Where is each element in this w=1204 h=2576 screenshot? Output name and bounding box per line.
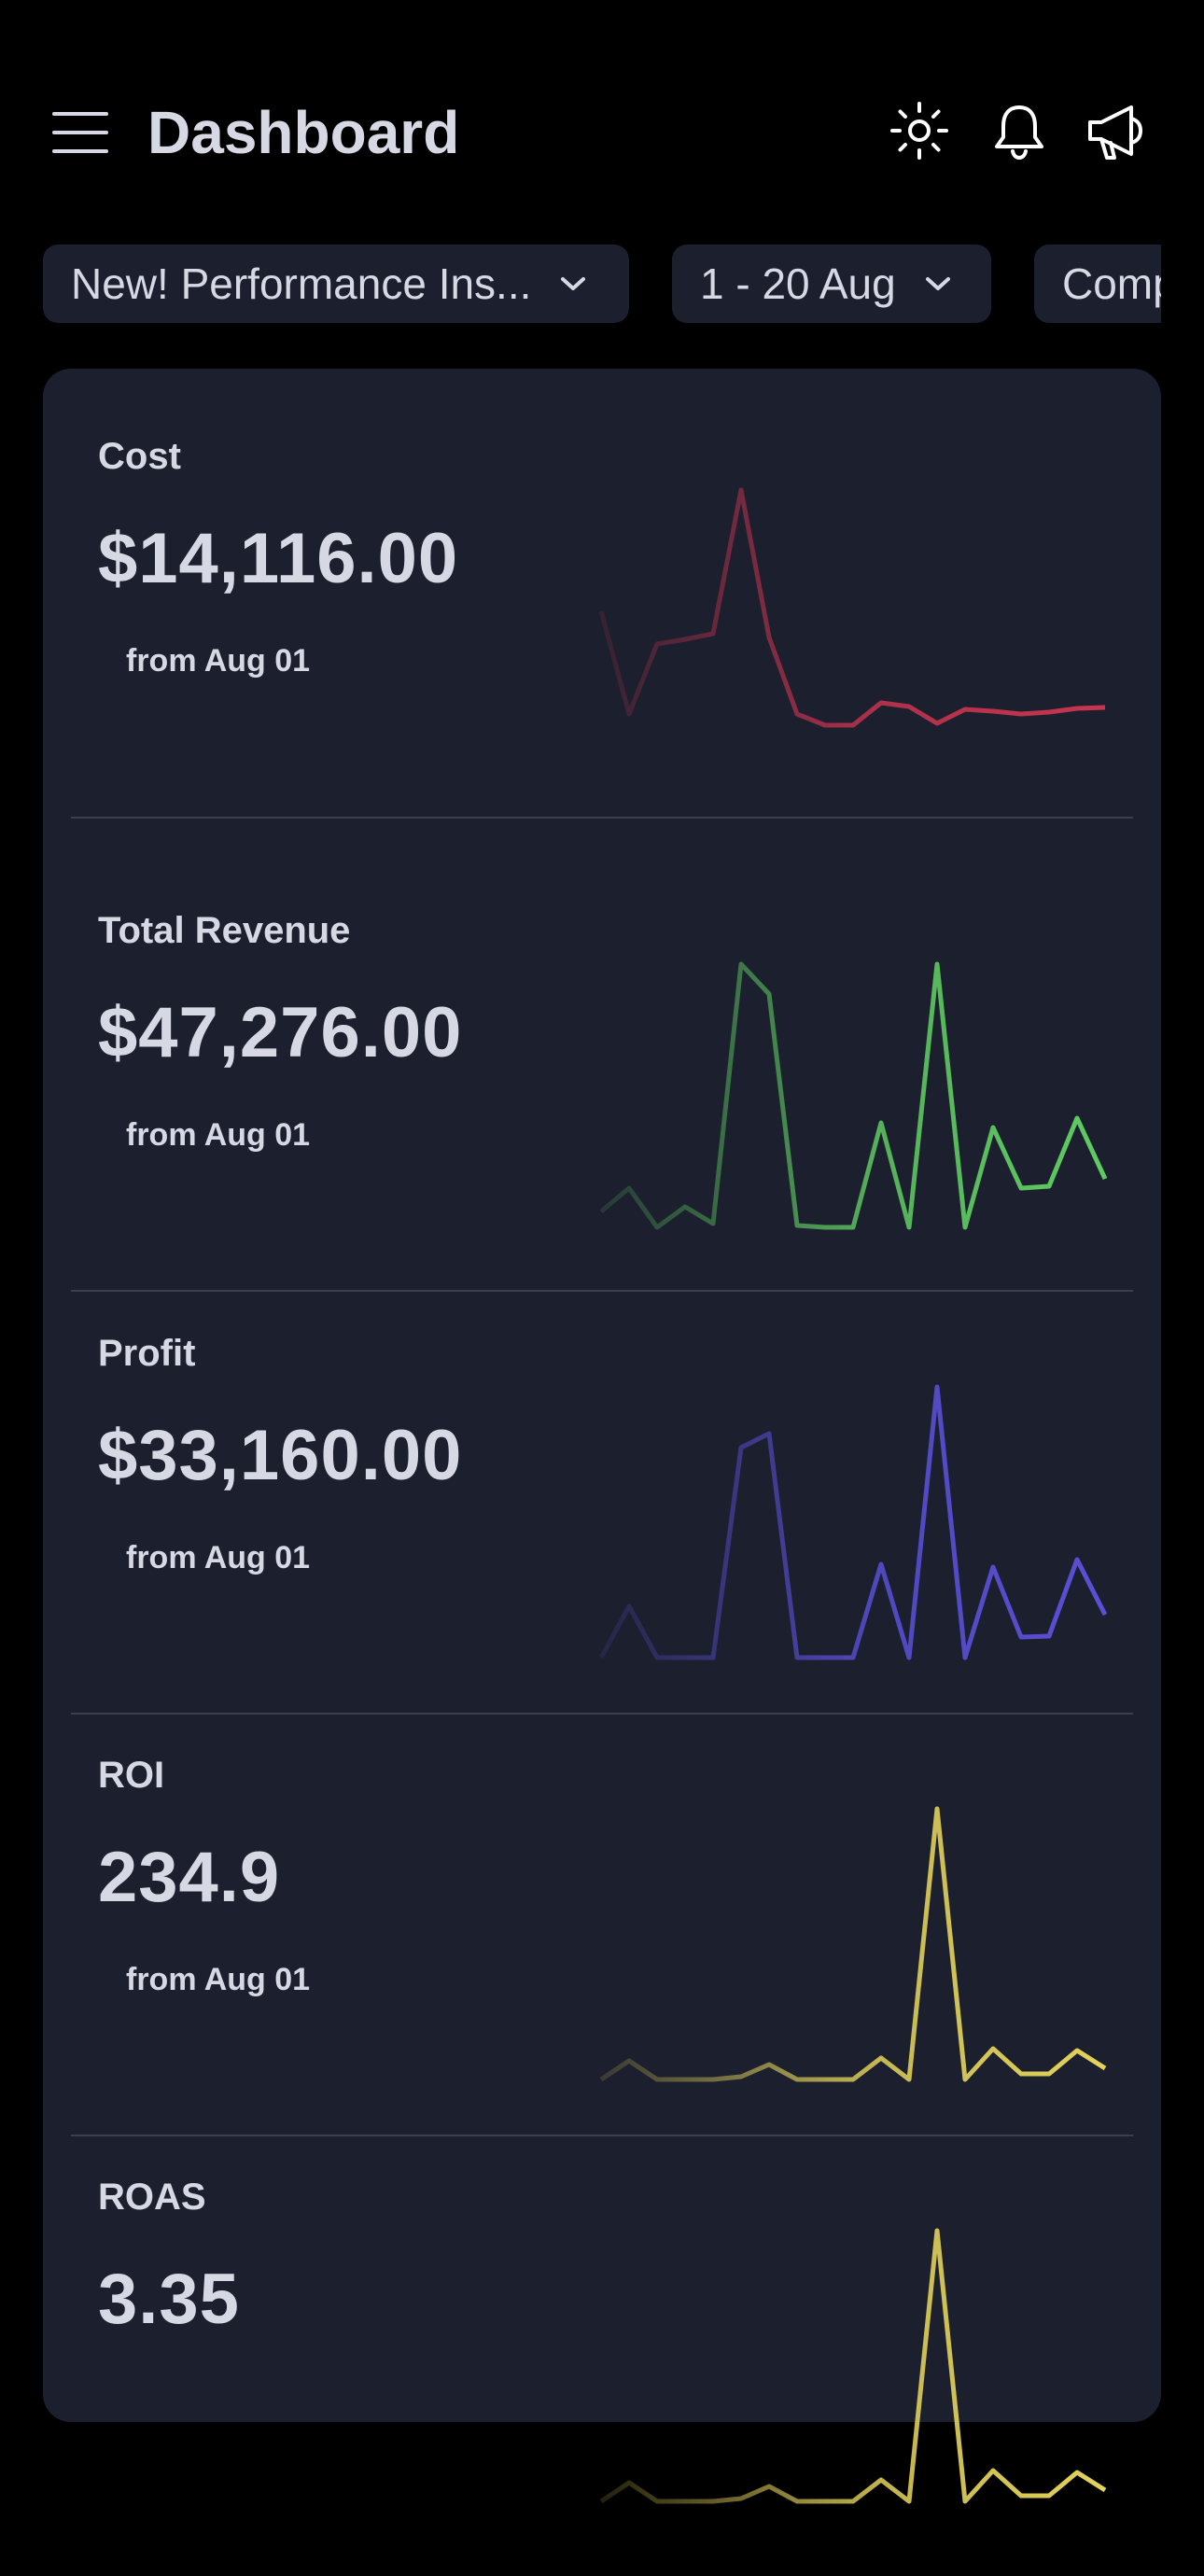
- divider: [71, 817, 1133, 819]
- sparkline-series: [598, 1384, 1108, 1660]
- metric-comparison: from Aug 01: [126, 643, 311, 679]
- metric-value: $47,276.00: [98, 993, 463, 1072]
- roi-sparkline: [599, 1806, 1107, 2082]
- app-header: Dashboard: [0, 0, 1204, 233]
- sparkline-series: [599, 1806, 1107, 2082]
- metric-label: Total Revenue: [98, 910, 351, 951]
- divider: [71, 1290, 1133, 1292]
- chevron-down-icon: [559, 274, 587, 293]
- bell-icon[interactable]: [987, 98, 1052, 163]
- filter-bar: New! Performance Ins... 1 - 20 Aug Comp: [43, 245, 1161, 323]
- metric-label: ROAS: [98, 2177, 206, 2218]
- megaphone-icon[interactable]: [1083, 98, 1148, 163]
- report-selector[interactable]: New! Performance Ins...: [43, 245, 629, 323]
- compare-label: Comp: [1062, 259, 1161, 308]
- sparkline-series: [599, 961, 1108, 1230]
- chevron-down-icon: [924, 274, 952, 293]
- divider: [71, 2135, 1133, 2136]
- metric-comparison: from Aug 01: [126, 1962, 311, 1997]
- metric-value: 234.9: [98, 1838, 281, 1917]
- metric-comparison: from Aug 01: [126, 1540, 311, 1575]
- sparkline-series: [599, 2228, 1107, 2504]
- metric-value: $33,160.00: [98, 1416, 463, 1495]
- compare-selector[interactable]: Comp: [1034, 245, 1161, 323]
- page-title: Dashboard: [147, 99, 460, 166]
- cost-sparkline: [598, 487, 1106, 728]
- metric-label: Profit: [98, 1333, 196, 1374]
- divider: [71, 1713, 1133, 1715]
- profit-sparkline: [598, 1384, 1108, 1660]
- report-selector-label: New! Performance Ins...: [71, 259, 532, 308]
- sun-icon[interactable]: [887, 98, 952, 163]
- menu-icon[interactable]: [52, 112, 108, 153]
- revenue-sparkline: [599, 961, 1108, 1230]
- metric-comparison: from Aug 01: [126, 1117, 311, 1153]
- date-range-selector[interactable]: 1 - 20 Aug: [672, 245, 991, 323]
- metric-value: 3.35: [98, 2260, 240, 2339]
- date-range-label: 1 - 20 Aug: [700, 259, 896, 308]
- metric-value: $14,116.00: [98, 519, 459, 598]
- metric-label: Cost: [98, 436, 181, 477]
- metrics-card: Cost $14,116.00 from Aug 01 Total Revenu…: [43, 369, 1161, 2504]
- roas-sparkline: [599, 2228, 1107, 2504]
- sparkline-series: [598, 487, 1106, 728]
- metric-label: ROI: [98, 1755, 165, 1796]
